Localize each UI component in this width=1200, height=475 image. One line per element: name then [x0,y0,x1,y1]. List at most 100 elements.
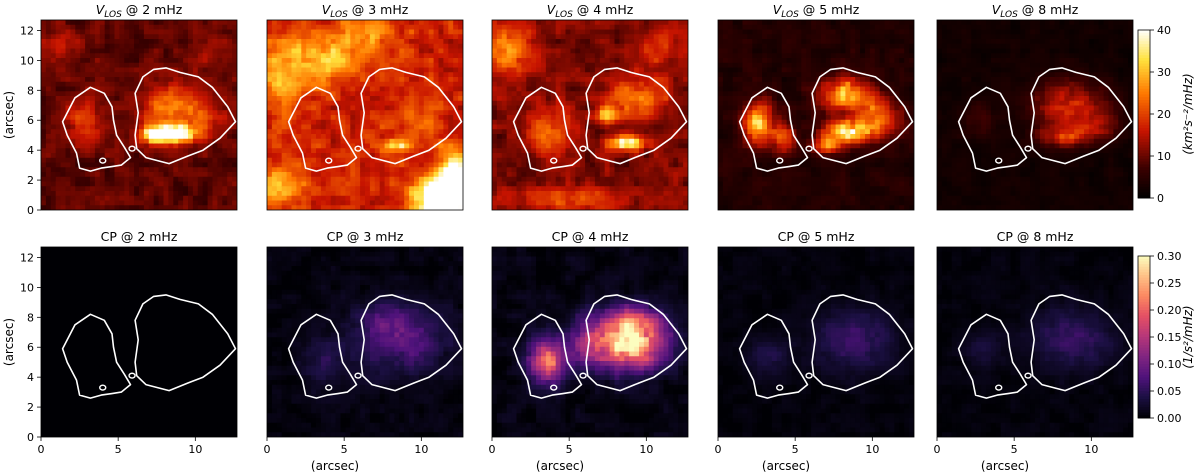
panel-frame [717,19,915,211]
panel-frame [491,19,689,211]
panel-vlos-8mhz: VLOS @ 8 mHz [936,2,1134,211]
y-tick-label: 4 [27,144,34,157]
contour-pore [550,157,558,164]
heatmap-cells [41,20,237,210]
colorbar-tick-label: 10 [1157,150,1171,163]
x-tick-label: 5 [792,443,799,456]
colorbar-tick-label: 0 [1157,192,1164,205]
contour-right-region [585,294,688,392]
x-tick-label: 0 [934,443,941,456]
colorbar-tick-label: 0.15 [1157,331,1182,344]
y-tick-label: 8 [27,311,34,324]
x-axis-label: (arcsec) [536,459,584,473]
y-tick-label: 12 [20,24,34,37]
y-tick-label: 10 [20,281,34,294]
heatmap-cells [718,20,914,210]
contour-pore [325,157,333,164]
contour-pore [579,145,587,152]
y-tick-label: 12 [20,251,34,264]
panel-title: VLOS @ 3 mHz [322,2,409,20]
panel-frame [491,246,689,438]
panel-frame [936,19,1134,211]
contour-pore [354,145,362,152]
panel-cp-2mhz: CP @ 2 mHz 0 2 4 6 8 10 12 (arcsec) 0 5 10 [2,229,238,456]
x-axis-label: (arcsec) [311,459,359,473]
panel-title: VLOS @ 8 mHz [992,2,1079,20]
heatmap-cells [492,247,688,437]
panel-title: CP @ 5 mHz [778,229,855,244]
contour-left-region [738,86,809,172]
colorbar-tick-label: 0.00 [1157,412,1182,425]
contour-right-region [811,294,914,392]
panel-grid: VLOS @ 2 mHz 0 2 4 6 8 10 12 (arcsec) VLOS @ 3 mH… [2,2,1134,473]
y-tick-label: 6 [27,114,34,127]
panel-vlos-3mhz: VLOS @ 3 mHz [266,2,464,211]
contour-right-region [1030,294,1133,392]
contour-right-region [1030,67,1133,165]
x-tick-label: 10 [188,443,202,456]
panel-frame [266,246,464,438]
heatmap-cells [937,247,1133,437]
heatmap-cells [718,247,914,437]
panel-title: CP @ 4 mHz [552,229,629,244]
contour-pore [550,384,558,391]
heatmap-cells [492,20,688,210]
x-tick-label: 10 [865,443,879,456]
x-tick-label: 10 [1084,443,1098,456]
contour-left-region [738,313,809,399]
panel-cp-4mhz: CP @ 4 mHz 0 5 10 (arcsec) [489,229,689,473]
y-tick-label: 4 [27,371,34,384]
contour-right-region [360,67,463,165]
colorbar-label: (1/s²/mHz) [1181,305,1195,368]
x-tick-label: 0 [264,443,271,456]
panel-frame [936,246,1134,438]
contour-pore [354,372,362,379]
panel-vlos-5mhz: VLOS @ 5 mHz [717,2,915,211]
panel-cp-8mhz: CP @ 8 mHz 0 5 10 (arcsec) [934,229,1134,473]
colorbar-cp: 0.00 0.05 0.10 0.15 0.20 0.25 0.30 (1/s²/mHz) [1137,250,1195,425]
contour-pore [776,157,784,164]
panel-vlos-4mhz: VLOS @ 4 mHz [491,2,689,211]
contour-left-region [512,86,583,172]
y-tick-label: 0 [27,204,34,217]
contour-pore [128,372,136,379]
x-tick-label: 0 [489,443,496,456]
contour-pore [99,384,107,391]
contour-pore [325,384,333,391]
contour-pore [805,372,813,379]
contour-left-region [287,313,358,399]
heatmap-cells [41,247,237,437]
contour-pore [579,372,587,379]
contour-left-region [287,86,358,172]
panel-title: VLOS @ 2 mHz [96,2,183,20]
colorbar-tick-label: 0.25 [1157,277,1182,290]
contour-left-region [512,313,583,399]
contour-pore [805,145,813,152]
y-tick-label: 6 [27,341,34,354]
panel-cp-5mhz: CP @ 5 mHz 0 5 10 (arcsec) [715,229,915,473]
contour-right-region [360,294,463,392]
contour-pore [995,157,1003,164]
panel-frame [717,246,915,438]
y-axis-label: (arcsec) [2,318,16,366]
contour-pore [1024,372,1032,379]
contour-pore [99,157,107,164]
colorbar-tick-label: 40 [1157,24,1171,37]
heatmap-cells [267,247,463,437]
contour-pore [776,384,784,391]
contour-left-region [957,86,1028,172]
colorbar-tick-label: 0.10 [1157,358,1182,371]
x-axis-label: (arcsec) [981,459,1029,473]
colorbar-vlos: 0 10 20 30 40 (km²s⁻²/mHz) [1137,24,1195,205]
x-tick-label: 0 [715,443,722,456]
y-tick-label: 0 [27,431,34,444]
y-tick-label: 10 [20,54,34,67]
x-tick-label: 10 [639,443,653,456]
contour-pore [995,384,1003,391]
contour-pore [128,145,136,152]
panel-cp-3mhz: CP @ 3 mHz 0 5 10 (arcsec) [264,229,464,473]
panel-frame [266,19,464,211]
colorbars: 0 10 20 30 40 (km²s⁻²/mHz) 0.00 0.05 0.10 0.15 0.2… [1137,24,1195,425]
panel-title: CP @ 8 mHz [997,229,1074,244]
panel-title: VLOS @ 4 mHz [547,2,634,20]
